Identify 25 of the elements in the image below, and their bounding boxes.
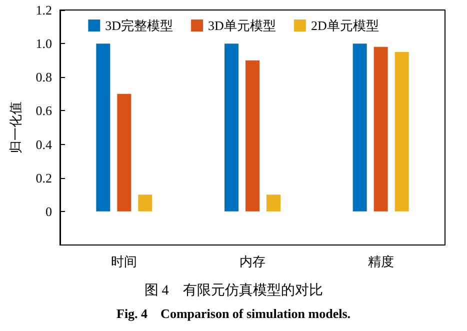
text: Fig. 4 Comparison of simulation models. <box>116 306 351 321</box>
y-tick-label: 1.0 <box>36 36 52 52</box>
bar <box>138 194 152 212</box>
bar <box>352 44 367 212</box>
bar <box>246 60 260 212</box>
x-tick-label: 内存 <box>240 254 266 269</box>
bar <box>96 44 110 212</box>
bar <box>374 46 388 212</box>
bar <box>266 194 280 212</box>
x-tick-label: 精度 <box>368 254 394 269</box>
legend-label: 3D单元模型 <box>208 18 276 33</box>
y-tick-label: 1.2 <box>36 2 52 18</box>
bar <box>394 52 409 212</box>
y-axis-title: 归一化值 <box>8 102 23 154</box>
legend-label: 2D单元模型 <box>310 18 379 33</box>
y-tick-label: 0.6 <box>36 103 52 118</box>
bar <box>117 94 132 212</box>
text: 图 4 有限元仿真模型的对比 <box>144 282 323 298</box>
legend-label: 3D完整模型 <box>105 18 174 33</box>
y-tick-label: 0 <box>46 204 52 219</box>
y-tick-label: 0.8 <box>36 70 52 85</box>
y-tick-label: 0.4 <box>36 136 52 152</box>
y-tick-label: 0.2 <box>36 170 52 186</box>
x-tick-label: 时间 <box>111 254 138 269</box>
bar <box>224 44 238 212</box>
